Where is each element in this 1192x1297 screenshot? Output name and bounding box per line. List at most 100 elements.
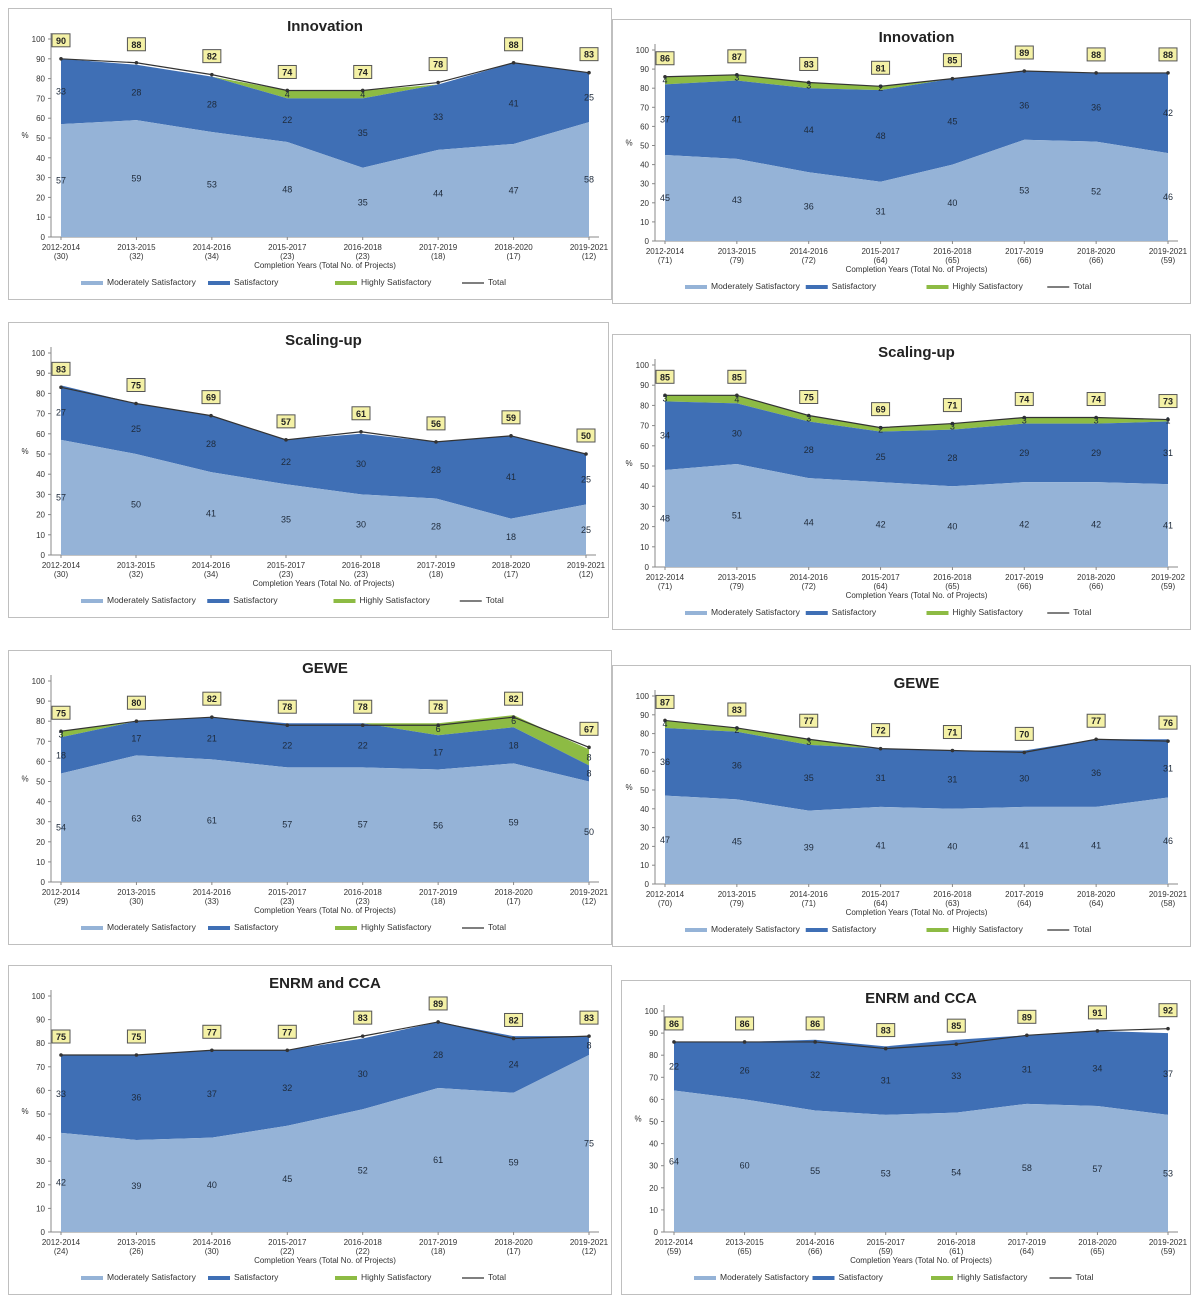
- label-satisfactory: 33: [951, 1071, 961, 1081]
- total-label-box: [126, 1029, 146, 1044]
- legend-label: Total: [488, 922, 506, 932]
- total-label-box: [51, 33, 71, 48]
- total-label-box: [126, 37, 146, 52]
- label-satisfactory: 25: [876, 452, 886, 462]
- x-tick-count: (12): [582, 1247, 597, 1256]
- x-tick-label: 2019-202: [1151, 573, 1185, 582]
- x-tick-label: 2012-2014: [646, 247, 685, 256]
- total-label-box: [1086, 713, 1106, 728]
- label-satisfactory: 44: [804, 125, 814, 135]
- total-point: [735, 393, 739, 398]
- x-tick-count: (24): [54, 1247, 69, 1256]
- total-label: 69: [876, 405, 886, 415]
- x-tick-label: 2014-2016: [193, 888, 232, 897]
- legend-label: Highly Satisfactory: [957, 1272, 1028, 1282]
- x-tick-label: 2015-2017: [267, 561, 306, 570]
- label-satisfactory: 31: [1163, 763, 1173, 773]
- x-tick-count: (30): [54, 570, 69, 579]
- x-tick-label: 2019-2021: [1149, 247, 1188, 256]
- total-point: [950, 76, 955, 81]
- legend-label: Moderately Satisfactory: [107, 595, 197, 605]
- chart-svg: Scaling-up 0 10 20 30 40 50 60 70 80 90 100% 57 27 83 5…: [21, 332, 605, 605]
- total-point: [1022, 415, 1027, 420]
- y-tick-label: 30: [640, 824, 649, 833]
- x-tick-label: 2015-2017: [861, 573, 900, 582]
- label-satisfactory: 30: [358, 1069, 368, 1079]
- x-tick-label: 2017-2019: [1008, 1238, 1047, 1247]
- label-highly-satisfactory: 3: [58, 729, 63, 739]
- label-satisfactory: 31: [947, 775, 957, 785]
- label-highly-satisfactory: 4: [734, 394, 739, 404]
- x-tick-label: 2016-2018: [933, 573, 972, 582]
- total-label: 80: [131, 698, 141, 708]
- total-point: [663, 74, 667, 79]
- x-tick-count: (23): [356, 897, 371, 906]
- label-highly-satisfactory: 4: [285, 89, 290, 99]
- label-satisfactory: 22: [282, 115, 292, 125]
- total-point: [1166, 1026, 1170, 1031]
- y-tick-label: 10: [36, 1204, 45, 1213]
- legend-swatch: [805, 285, 828, 289]
- legend-swatch: [805, 928, 828, 932]
- x-tick-count: (23): [280, 252, 295, 261]
- x-tick-count: (71): [658, 256, 673, 265]
- label-moderately-satisfactory: 61: [207, 816, 217, 826]
- total-label: 83: [56, 364, 66, 374]
- total-label-box: [1014, 392, 1034, 407]
- legend-label: Satisfactory: [839, 1272, 884, 1282]
- x-tick-label: 2016-2018: [933, 247, 972, 256]
- line-total: [664, 719, 1169, 754]
- y-tick-label: 60: [640, 442, 649, 451]
- label-highly-satisfactory: 6: [511, 716, 516, 726]
- label-moderately-satisfactory: 57: [282, 820, 292, 830]
- label-moderately-satisfactory: 30: [356, 520, 366, 530]
- label-moderately-satisfactory: 46: [1163, 836, 1173, 846]
- legend-label: Moderately Satisfactory: [711, 607, 801, 617]
- chart-title: Innovation: [879, 29, 955, 46]
- label-moderately-satisfactory: 53: [1019, 185, 1029, 195]
- y-tick-label: 80: [36, 75, 45, 84]
- y-axis-label: %: [21, 1107, 28, 1116]
- y-tick-label: 40: [36, 154, 45, 163]
- legend-swatch: [335, 281, 357, 285]
- total-point: [878, 746, 883, 751]
- x-tick-label: 2019-2021: [1149, 890, 1188, 899]
- chart-title: GEWE: [894, 675, 940, 692]
- area-satisfactory: [665, 71, 1168, 182]
- total-label-box: [876, 1023, 896, 1038]
- legend-label: Total: [1073, 924, 1091, 934]
- label-moderately-satisfactory: 57: [358, 820, 368, 830]
- label-satisfactory: 37: [207, 1089, 217, 1099]
- area-moderately-satisfactory: [61, 120, 589, 237]
- total-label: 73: [1163, 397, 1173, 407]
- total-point: [210, 1048, 214, 1053]
- label-moderately-satisfactory: 50: [584, 827, 594, 837]
- y-tick-label: 90: [36, 55, 45, 64]
- total-label-box: [871, 723, 891, 738]
- legend-label: Total: [488, 1272, 506, 1282]
- total-label: 70: [1019, 729, 1029, 739]
- total-point: [663, 718, 667, 723]
- y-tick-label: 10: [640, 218, 649, 227]
- legend-swatch: [207, 599, 230, 603]
- label-moderately-satisfactory: 35: [358, 197, 368, 207]
- total-point: [584, 452, 588, 456]
- x-tick-label: 2016-2018: [344, 243, 383, 252]
- chart-panel-scaling-up-right: Scaling-up 0 10 20 30 40 50 60 70 80 90 100% 48 34 3 85…: [612, 334, 1191, 630]
- label-satisfactory: 28: [947, 453, 957, 463]
- label-satisfactory: 31: [876, 773, 886, 783]
- x-tick-count: (23): [356, 252, 371, 261]
- x-tick-label: 2018-2020: [494, 1238, 533, 1247]
- y-tick-label: 50: [640, 142, 649, 151]
- x-tick-label: 2019-2021: [570, 888, 609, 897]
- y-tick-label: 30: [36, 1157, 45, 1166]
- total-point: [360, 723, 365, 728]
- label-moderately-satisfactory: 42: [876, 520, 886, 530]
- y-tick-label: 10: [36, 213, 45, 222]
- y-tick-label: 20: [36, 193, 45, 202]
- total-label: 59: [506, 413, 516, 423]
- total-label-box: [276, 414, 296, 429]
- total-label: 77: [804, 716, 814, 726]
- y-tick-label: 30: [640, 180, 649, 189]
- total-label: 82: [509, 1015, 519, 1025]
